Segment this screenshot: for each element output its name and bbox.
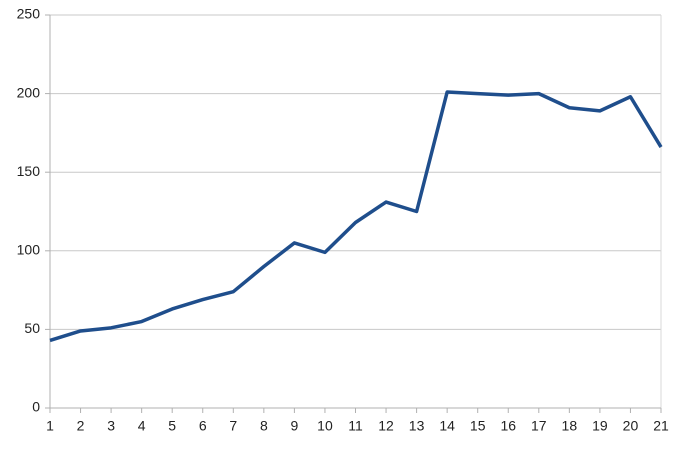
x-tick-label: 9 xyxy=(291,418,299,434)
x-tick-label: 2 xyxy=(77,418,85,434)
x-tick-label: 20 xyxy=(623,418,639,434)
y-tick-label: 250 xyxy=(17,6,41,22)
x-tick-label: 14 xyxy=(439,418,455,434)
y-tick-label: 0 xyxy=(32,399,40,415)
x-tick-label: 16 xyxy=(500,418,516,434)
x-tick-label: 5 xyxy=(168,418,176,434)
x-tick-label: 13 xyxy=(409,418,425,434)
y-tick-label: 150 xyxy=(17,163,41,179)
x-tick-label: 7 xyxy=(229,418,237,434)
x-tick-label: 11 xyxy=(348,418,363,434)
x-tick-label: 15 xyxy=(470,418,486,434)
x-tick-label: 8 xyxy=(260,418,268,434)
y-tick-label: 200 xyxy=(17,84,41,100)
x-tick-label: 12 xyxy=(378,418,394,434)
x-tick-label: 18 xyxy=(562,418,578,434)
x-tick-label: 17 xyxy=(531,418,547,434)
y-tick-label: 100 xyxy=(17,242,41,258)
x-tick-label: 21 xyxy=(653,418,669,434)
x-tick-label: 6 xyxy=(199,418,207,434)
data-line xyxy=(49,90,663,343)
x-tick-label: 10 xyxy=(317,418,333,434)
y-tick-label: 50 xyxy=(24,320,40,336)
x-tick-label: 19 xyxy=(592,418,608,434)
x-tick-label: 4 xyxy=(138,418,146,434)
x-tick-label: 1 xyxy=(46,418,54,434)
x-tick-label: 3 xyxy=(107,418,115,434)
